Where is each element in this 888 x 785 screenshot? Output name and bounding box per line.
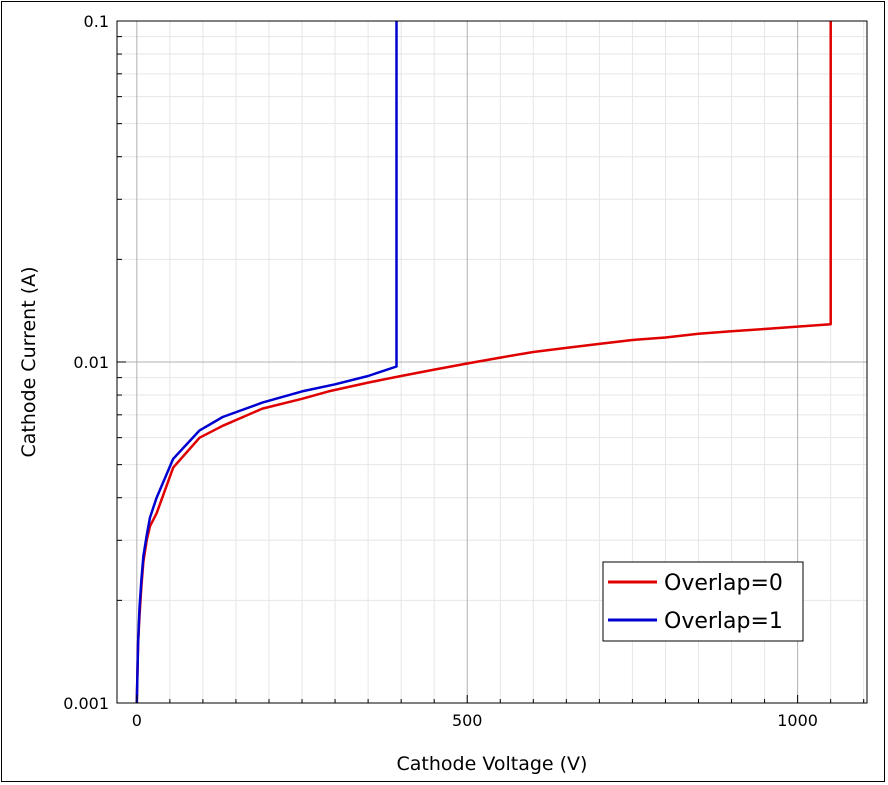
- y-tick-label: 0.001: [63, 694, 109, 713]
- series-line-1: [135, 21, 398, 704]
- x-tick-label: 1000: [777, 711, 818, 730]
- legend-label-overlap-0: Overlap=0: [664, 571, 783, 596]
- x-tick-label: 0: [132, 711, 142, 730]
- y-axis-title: Cathode Current (A): [18, 266, 40, 457]
- series-lines: [135, 21, 832, 704]
- tick-labels: 0 500 1000 0.001 0.01 0.1: [63, 12, 818, 730]
- x-tick-label: 500: [452, 711, 483, 730]
- y-tick-label: 0.1: [84, 12, 109, 31]
- legend-label-overlap-1: Overlap=1: [664, 609, 783, 634]
- legend: Overlap=0 Overlap=1: [602, 561, 804, 642]
- x-axis-title: Cathode Voltage (V): [397, 753, 588, 775]
- axis-ticks: [117, 20, 865, 704]
- y-tick-label: 0.01: [73, 353, 109, 372]
- legend-box: [602, 561, 804, 642]
